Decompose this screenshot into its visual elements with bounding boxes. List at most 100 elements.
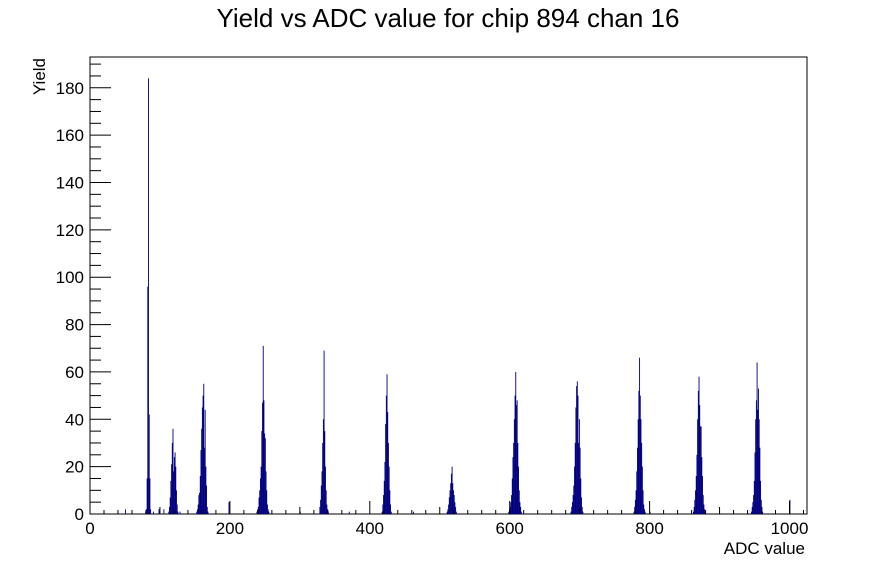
histogram-bar (516, 405, 517, 514)
histogram-bar (228, 502, 230, 514)
histogram-bar (258, 497, 260, 514)
histogram-bar (173, 471, 175, 514)
histogram-bar (695, 490, 696, 514)
histogram-bar (636, 471, 638, 514)
histogram-bar (704, 509, 706, 514)
histogram-bar (702, 476, 703, 514)
histogram-bar (448, 497, 450, 514)
y-axis: 0 20 40 60 80 100 120 140 160 180 (56, 63, 111, 524)
histogram-bar (259, 478, 261, 514)
y-tick-label: 180 (56, 79, 84, 98)
histogram-bar (198, 495, 200, 514)
histogram-bar (148, 78, 149, 514)
histogram-bar (518, 490, 520, 514)
histogram-bar (169, 497, 171, 514)
histogram-bar (383, 495, 384, 514)
histogram-bar (753, 480, 755, 514)
histogram-bar (637, 419, 639, 514)
histogram-bar (206, 485, 208, 514)
histogram-bar (207, 511, 209, 514)
histogram-bar (265, 471, 267, 514)
histogram-bar (641, 442, 643, 514)
histogram-bar (175, 466, 177, 514)
histogram-bar (146, 478, 148, 514)
histogram-bar (513, 442, 515, 514)
histogram-bar (152, 511, 154, 514)
histogram-bar (574, 466, 575, 514)
histogram-bar (581, 506, 583, 514)
histogram-bar (173, 457, 175, 514)
histogram-bar (638, 390, 640, 514)
histogram-bar (511, 478, 513, 514)
histogram-bar (579, 447, 581, 514)
histogram-bar (518, 466, 519, 514)
histogram-bar (170, 480, 172, 514)
histogram-bar (576, 386, 578, 514)
histogram-bar (199, 492, 201, 514)
histogram-bar (575, 407, 577, 514)
histogram-bar (413, 511, 415, 514)
histogram-bar (390, 504, 391, 514)
histogram-bar (508, 511, 510, 514)
histogram-bar (698, 376, 700, 514)
histogram-bar (381, 511, 383, 514)
histogram-bar (449, 490, 451, 514)
x-axis-label: ADC value (724, 539, 805, 558)
histogram-bar (571, 506, 573, 514)
histogram-bar (697, 419, 699, 514)
histogram-bar (324, 431, 326, 514)
histogram-bar (386, 374, 388, 514)
histogram-bar (699, 405, 701, 514)
histogram-bar (388, 466, 390, 514)
x-tick-label: 0 (85, 519, 94, 538)
histogram-bar (751, 506, 753, 514)
histogram-bar (643, 504, 645, 514)
histogram-bar (163, 509, 165, 514)
histogram-bar (580, 478, 582, 514)
histogram-bar (633, 511, 635, 514)
histogram-bar (520, 506, 522, 514)
histogram-bar (382, 504, 384, 514)
histogram-bar (147, 286, 149, 514)
histogram-bar (450, 483, 452, 514)
histogram-bar (635, 490, 637, 514)
histogram-bar (573, 485, 575, 514)
histogram-bar (642, 490, 644, 514)
histogram-bar (262, 345, 264, 514)
histogram-bar (455, 511, 457, 514)
x-tick-label: 1000 (771, 519, 809, 538)
histogram-bar (256, 511, 258, 514)
histogram-bar (578, 419, 580, 514)
histogram-bar (699, 426, 701, 514)
histogram-bar (751, 511, 752, 514)
histogram-bar (204, 447, 205, 514)
histogram-bar (176, 490, 177, 514)
histogram-bar (264, 433, 266, 514)
histogram-bar (510, 502, 512, 514)
x-tick-label: 200 (216, 519, 244, 538)
histogram-bar (149, 478, 151, 514)
histogram-bar (268, 511, 270, 514)
y-tick-label: 140 (56, 173, 84, 192)
histogram-bar (325, 466, 326, 514)
histogram-bar (757, 409, 759, 514)
histogram-bar (260, 466, 262, 514)
histogram-bar (581, 497, 582, 514)
histogram-bar (322, 419, 324, 514)
histogram-bar (695, 476, 697, 514)
histogram-bar (319, 506, 321, 514)
y-tick-label: 160 (56, 126, 84, 145)
histogram-bar (266, 504, 268, 514)
histogram-bar (385, 395, 387, 514)
histogram-bar (756, 362, 758, 514)
histogram-bar (196, 511, 198, 514)
histogram-bar (384, 461, 386, 514)
histogram-bar (696, 454, 698, 514)
histogram-bars (124, 78, 791, 514)
histogram-bar (513, 419, 515, 514)
histogram-bar (700, 426, 702, 514)
histogram-bar (570, 511, 572, 514)
histogram-bar (200, 450, 202, 514)
histogram-bar (176, 504, 178, 514)
